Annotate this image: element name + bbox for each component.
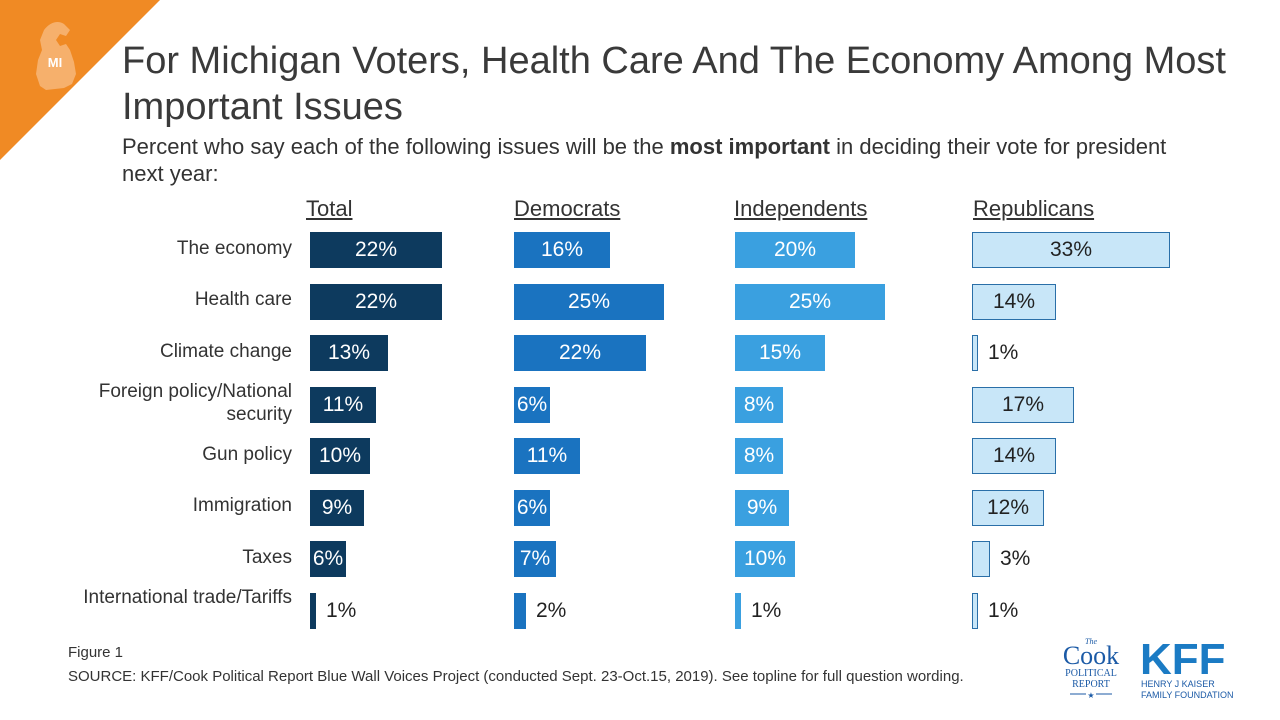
bar	[735, 283, 885, 320]
data-label: 12%	[986, 495, 1030, 519]
data-label: 22%	[354, 289, 398, 313]
data-label: 1%	[751, 598, 782, 622]
bar	[514, 592, 526, 629]
series-header: Republicans	[973, 196, 1095, 221]
state-corner-tab: MI	[0, 0, 160, 160]
bar	[972, 283, 1056, 320]
kff-logo-name: KFF	[1140, 635, 1226, 684]
cook-logo-sub1: POLITICAL	[1065, 668, 1117, 679]
bar	[972, 386, 1074, 423]
bar	[514, 335, 646, 371]
cook-logo-the: The	[1085, 637, 1097, 646]
bar	[735, 335, 825, 371]
subtitle-pre: Percent who say each of the following is…	[122, 134, 670, 159]
bar	[972, 232, 1170, 268]
bar	[735, 386, 783, 423]
bar	[514, 232, 610, 268]
cook-political-report-logo: The Cook POLITICAL REPORT ★	[1063, 637, 1119, 700]
bar	[735, 489, 789, 526]
bar	[310, 592, 316, 629]
data-label: 8%	[743, 392, 775, 416]
bar	[972, 489, 1044, 526]
category-label: The economy	[176, 237, 292, 259]
state-badge-text: MI	[48, 55, 62, 70]
data-label: 11%	[526, 444, 568, 467]
data-label: 6%	[516, 495, 548, 519]
data-label: 1%	[326, 598, 357, 622]
data-label: 1%	[988, 598, 1019, 622]
category-label: Gun policy	[202, 443, 292, 465]
bar	[735, 592, 741, 629]
bar	[972, 438, 1056, 474]
bar	[310, 438, 370, 474]
data-label: 2%	[536, 598, 567, 622]
series-header: Democrats	[514, 196, 621, 221]
data-label: 10%	[318, 444, 362, 467]
bar	[310, 386, 376, 423]
category-label: Taxes	[242, 546, 292, 568]
series-header: Independents	[734, 196, 868, 221]
bar	[972, 335, 978, 371]
subtitle-bold: most important	[669, 134, 830, 159]
kff-logo: KFF HENRY J KAISER FAMILY FOUNDATION	[1140, 635, 1234, 700]
data-label: 1%	[988, 341, 1019, 364]
bar	[735, 232, 855, 268]
data-label: 22%	[354, 238, 398, 261]
data-label: 3%	[1000, 547, 1031, 570]
bar	[972, 592, 978, 629]
bar	[310, 283, 442, 320]
category-label: Climate change	[159, 340, 292, 362]
data-label: 6%	[312, 547, 344, 570]
chart-subtitle: Percent who say each of the following is…	[122, 133, 1202, 187]
data-label: 20%	[773, 238, 817, 261]
page-title: For Michigan Voters, Health Care And The…	[122, 40, 1226, 128]
bar	[735, 438, 783, 474]
data-label: 17%	[1001, 392, 1045, 416]
category-label: Foreign policy/National security	[98, 380, 292, 425]
bar	[514, 541, 556, 577]
bar	[310, 335, 388, 371]
data-label: 22%	[558, 341, 602, 364]
data-label: 11%	[322, 392, 364, 416]
bar	[310, 232, 442, 268]
kff-logo-sub1: HENRY J KAISER	[1141, 679, 1215, 689]
data-label: 9%	[746, 495, 778, 519]
star-icon: ★	[1087, 691, 1094, 700]
data-label: 25%	[567, 289, 611, 313]
cook-logo-name: Cook	[1063, 641, 1119, 670]
data-label: 13%	[327, 341, 371, 364]
bar	[514, 283, 664, 320]
source-note: SOURCE: KFF/Cook Political Report Blue W…	[68, 668, 964, 685]
michigan-map-icon	[36, 22, 76, 90]
bar	[514, 489, 550, 526]
bar	[514, 386, 550, 423]
data-label: 14%	[992, 444, 1036, 467]
bar	[514, 438, 580, 474]
category-label: Health care	[194, 289, 292, 310]
category-label: Immigration	[192, 495, 292, 516]
subtitle-post: in deciding their vote for president nex…	[122, 134, 1167, 186]
data-label: 15%	[758, 341, 802, 364]
cook-logo-sub2: REPORT	[1072, 679, 1110, 690]
bar	[735, 541, 795, 577]
data-label: 25%	[788, 289, 832, 313]
data-label: 8%	[743, 444, 775, 467]
data-label: 7%	[519, 547, 551, 570]
data-label: 33%	[1049, 238, 1093, 261]
data-label: 10%	[743, 547, 787, 570]
data-label: 9%	[321, 495, 353, 519]
figure-label: Figure 1	[68, 644, 124, 661]
data-label: 16%	[540, 238, 584, 261]
series-header: Total	[306, 196, 353, 221]
data-label: 14%	[992, 289, 1036, 313]
kff-logo-sub2: FAMILY FOUNDATION	[1141, 690, 1234, 700]
bar	[310, 489, 364, 526]
bar	[310, 541, 346, 577]
data-label: 6%	[516, 392, 548, 416]
bar	[972, 541, 990, 577]
category-label: International trade/Tariffs	[83, 586, 292, 608]
